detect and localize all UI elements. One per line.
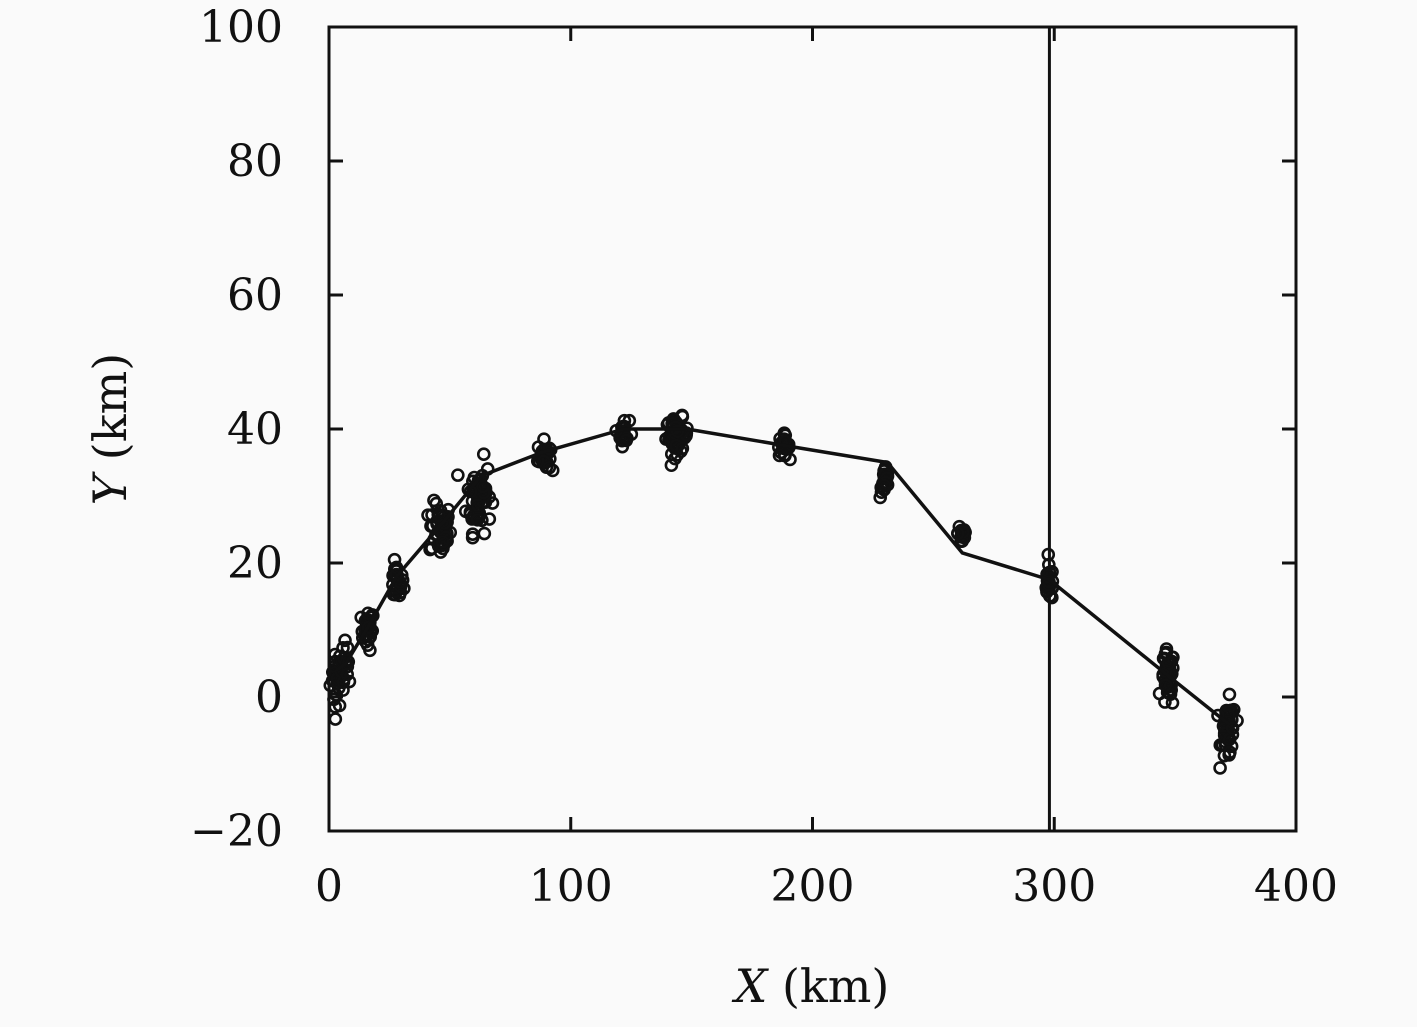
scatter-point [361, 620, 376, 635]
x-tick-label: 0 [315, 861, 343, 912]
y-tick-label: 100 [199, 2, 283, 53]
scatter-point [485, 496, 500, 510]
scatter-point [475, 468, 490, 483]
scatter-point [1223, 745, 1237, 760]
trajectory-line [335, 427, 1230, 726]
tick-layer: 0 100 200 300 400 −20 0 20 40 60 80 100 [190, 2, 1338, 912]
scatter-point [465, 530, 480, 545]
y-tick-label: 20 [227, 538, 283, 589]
scatter-point [615, 439, 630, 454]
y-tick-label: 40 [227, 404, 283, 455]
y-axis-label: Y (km) [83, 353, 137, 505]
data-layer [323, 27, 1244, 831]
x-tick-label: 400 [1254, 861, 1338, 912]
scatter-point [360, 638, 375, 652]
scatter-point [622, 413, 637, 428]
scatter-point [951, 526, 965, 541]
y-tick-label: −20 [190, 806, 283, 857]
scatter-point [670, 424, 685, 439]
scatter-point [1225, 721, 1240, 735]
y-tick-label: 80 [227, 136, 283, 187]
scatter-point [1165, 696, 1180, 710]
scatter-point [342, 674, 357, 689]
scatter-point [675, 441, 690, 456]
scatter-point [427, 493, 441, 508]
scatter-point [666, 412, 681, 426]
scatter-point [1042, 557, 1056, 572]
scatter-point [463, 484, 478, 499]
scatter-point [470, 498, 485, 512]
scatter-point [432, 508, 446, 523]
scatter-point [617, 413, 632, 428]
scatter-point [482, 512, 497, 526]
scatter-point [1045, 590, 1059, 605]
x-tick-label: 200 [771, 861, 855, 912]
scatter-point [1222, 687, 1237, 702]
y-tick-label: 0 [255, 672, 283, 723]
scatter-point [772, 448, 787, 463]
scatter-point [1213, 761, 1227, 775]
scatter-point [1158, 678, 1173, 693]
scatter-point [336, 641, 350, 655]
scatter-point [1158, 647, 1173, 661]
scatter-point [338, 633, 352, 648]
scatter-point [361, 606, 375, 621]
scatter-point [389, 560, 404, 575]
y-tick-label: 60 [227, 270, 283, 321]
scatter-point [476, 447, 491, 462]
scatter-point [340, 667, 354, 682]
scatter-point [877, 478, 892, 493]
scatter-point [435, 534, 450, 549]
scatter-point [1211, 708, 1225, 723]
scatter-point [542, 460, 557, 475]
x-tick-label: 300 [1012, 861, 1096, 912]
scatter-point [472, 506, 487, 520]
x-tick-label: 100 [529, 861, 613, 912]
scatter-point [451, 468, 465, 482]
x-axis-label: X (km) [732, 959, 890, 1013]
